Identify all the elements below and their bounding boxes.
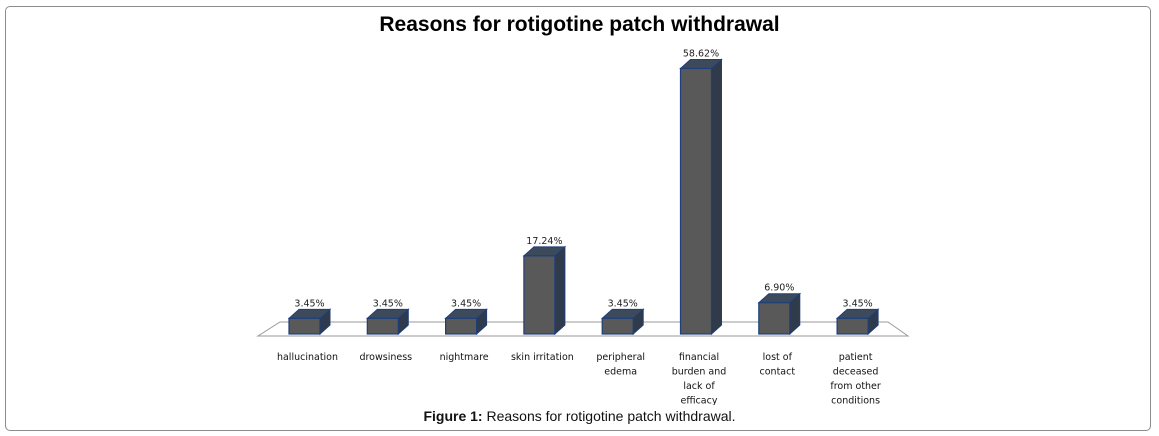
value-label: 3.45% [294, 298, 324, 309]
value-label: 3.45% [608, 298, 638, 309]
bar-4 [522, 245, 567, 336]
bar-front [288, 317, 321, 335]
value-label: 3.45% [843, 298, 873, 309]
bar-3 [444, 308, 488, 336]
value-label: 3.45% [373, 298, 403, 309]
bar-side [711, 58, 722, 336]
chart-title: Reasons for rotigotine patch withdrawal [379, 13, 780, 36]
chart-plot: 3.45% hallucination 3.45% drowsiness 3.45% ni… [256, 48, 910, 405]
category-label: hallucination [277, 352, 338, 363]
bar-front [366, 317, 399, 335]
caption-text: Reasons for rotigotine patch withdrawal. [482, 408, 736, 424]
value-label: 6.90% [764, 283, 794, 294]
figure-frame [5, 6, 1151, 431]
value-label: 3.45% [451, 298, 481, 309]
bar-front [523, 255, 556, 335]
bar-side [554, 245, 566, 336]
chart-floor [256, 321, 910, 337]
bar-7 [757, 292, 802, 336]
category-label: drowsiness [359, 352, 412, 363]
category-label: patient deceased from other conditions [830, 352, 881, 405]
category-label: nightmare [440, 352, 489, 363]
value-label: 58.62% [683, 48, 719, 59]
bar-front [445, 317, 478, 335]
bar-front [679, 67, 713, 335]
caption-label: Figure 1: [423, 408, 483, 424]
bar-front [758, 302, 791, 335]
bar-8 [835, 308, 880, 336]
category-label: lost of contact [760, 352, 796, 378]
bar-5 [600, 308, 645, 336]
bar-front [601, 317, 634, 335]
figure-caption: Figure 1: Reasons for rotigotine patch w… [0, 408, 1159, 424]
value-label: 17.24% [526, 236, 562, 247]
category-label: financial burden and lack of efficacy [672, 352, 727, 405]
bar-2 [365, 308, 410, 336]
bar-1 [287, 308, 332, 336]
category-label: peripheral edema [596, 352, 645, 378]
bar-6 [679, 58, 723, 336]
category-label: skin irritation [511, 352, 574, 363]
bar-front [836, 317, 869, 335]
